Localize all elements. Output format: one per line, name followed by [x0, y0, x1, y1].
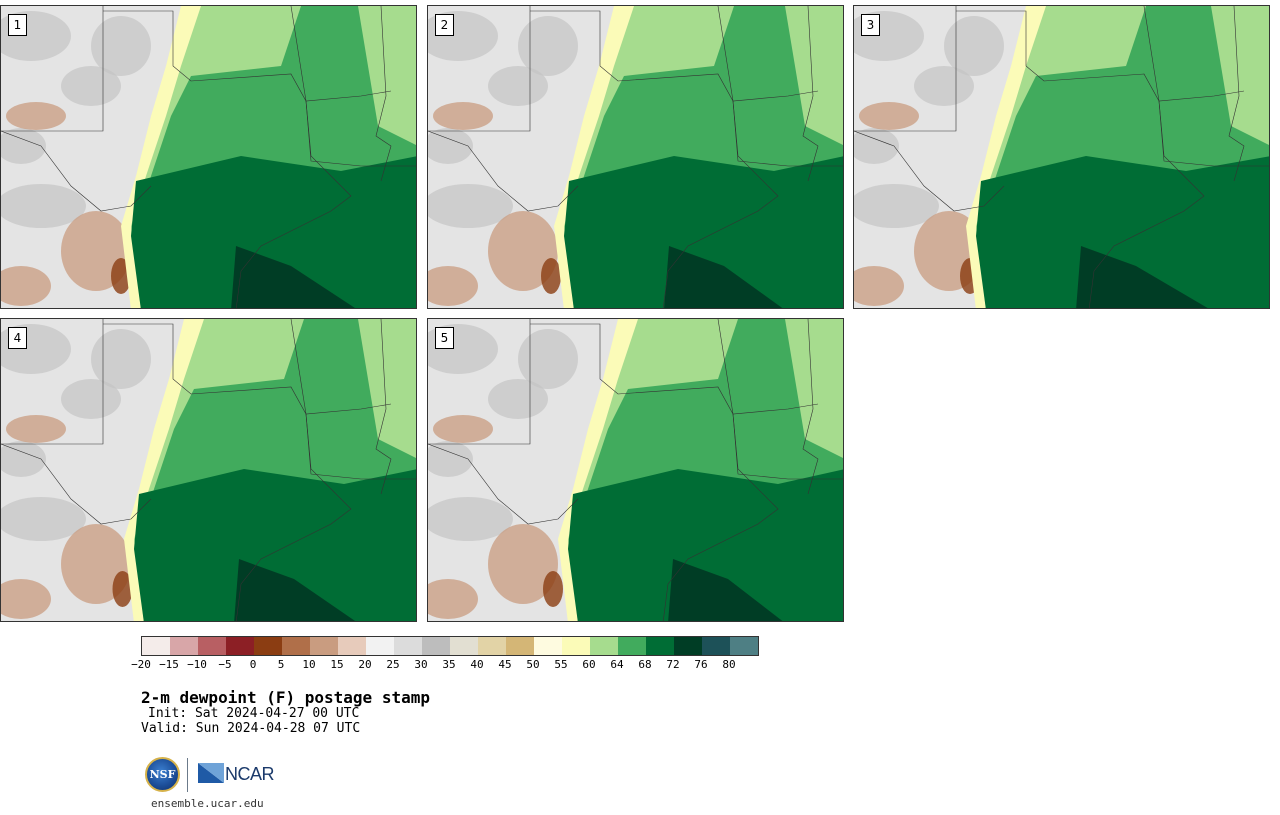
colorbar-swatch — [394, 637, 422, 655]
colorbar-tick-label: 45 — [498, 658, 512, 671]
dewpoint-map — [1, 319, 416, 621]
colorbar-swatch — [366, 637, 394, 655]
colorbar-swatch — [702, 637, 730, 655]
map-panel-5: 5 — [427, 318, 844, 622]
colorbar-swatch — [226, 637, 254, 655]
ncar-logo-icon — [198, 763, 224, 783]
colorbar-tick-label: 20 — [358, 658, 372, 671]
colorbar-swatch — [534, 637, 562, 655]
logo-divider — [187, 758, 188, 792]
colorbar-swatch — [450, 637, 478, 655]
dewpoint-map — [428, 319, 843, 621]
colorbar-swatch — [562, 637, 590, 655]
colorbar-swatch — [730, 637, 758, 655]
nsf-logo: NSF — [145, 757, 180, 792]
map-panel-2: 2 — [427, 5, 844, 309]
panel-number: 2 — [435, 14, 454, 36]
colorbar-swatch — [198, 637, 226, 655]
colorbar-tick-label: 25 — [386, 658, 400, 671]
colorbar-swatch — [478, 637, 506, 655]
panel-number: 1 — [8, 14, 27, 36]
colorbar-swatch — [142, 637, 170, 655]
colorbar-swatch — [170, 637, 198, 655]
site-url[interactable]: ensemble.ucar.edu — [151, 797, 264, 810]
colorbar-tick-label: 5 — [277, 658, 285, 671]
colorbar-tick-label: 40 — [470, 658, 484, 671]
colorbar-tick-label: −5 — [218, 658, 232, 671]
colorbar-swatch — [338, 637, 366, 655]
colorbar-swatch — [422, 637, 450, 655]
colorbar-tick-label: −20 — [131, 658, 151, 671]
colorbar-tick-label: 60 — [582, 658, 596, 671]
colorbar-swatch — [590, 637, 618, 655]
colorbar-swatch — [282, 637, 310, 655]
ncar-logo-text: NCAR — [225, 764, 275, 784]
panel-number: 3 — [861, 14, 880, 36]
colorbar-swatch — [254, 637, 282, 655]
colorbar-tick-label: 80 — [722, 658, 736, 671]
colorbar-tick-label: 55 — [554, 658, 568, 671]
dewpoint-map — [1, 6, 416, 308]
colorbar-tick-label: 10 — [302, 658, 316, 671]
colorbar-tick-label: 35 — [442, 658, 456, 671]
map-panel-1: 1 — [0, 5, 417, 309]
map-panel-3: 3 — [853, 5, 1270, 309]
map-panel-4: 4 — [0, 318, 417, 622]
colorbar-swatch — [506, 637, 534, 655]
colorbar-tick-label: −15 — [159, 658, 179, 671]
colorbar-tick-label: 76 — [694, 658, 708, 671]
colorbar-swatch — [618, 637, 646, 655]
colorbar-tick-label: 50 — [526, 658, 540, 671]
colorbar-swatch — [674, 637, 702, 655]
figure-title: 2-m dewpoint (F) postage stamp — [141, 688, 430, 707]
colorbar-tick-label: 64 — [610, 658, 624, 671]
panel-number: 4 — [8, 327, 27, 349]
dewpoint-map — [428, 6, 843, 308]
colorbar-swatch — [310, 637, 338, 655]
colorbar-tick-label: 0 — [249, 658, 257, 671]
colorbar-tick-label: 30 — [414, 658, 428, 671]
init-time: Init: Sat 2024-04-27 00 UTC — [148, 706, 360, 721]
dewpoint-map — [854, 6, 1269, 308]
panel-number: 5 — [435, 327, 454, 349]
colorbar-tick-label: 72 — [666, 658, 680, 671]
colorbar-tick-label: 68 — [638, 658, 652, 671]
colorbar-ticks: −20 −15 −10 −5 0 5 10 15 20 25 30 35 40 45 50 55 60 64 68 7… — [131, 658, 761, 672]
valid-time: Valid: Sun 2024-04-28 07 UTC — [141, 721, 361, 736]
colorbar-swatch — [646, 637, 674, 655]
colorbar — [141, 636, 759, 656]
colorbar-tick-label: 15 — [330, 658, 344, 671]
colorbar-tick-label: −10 — [187, 658, 207, 671]
